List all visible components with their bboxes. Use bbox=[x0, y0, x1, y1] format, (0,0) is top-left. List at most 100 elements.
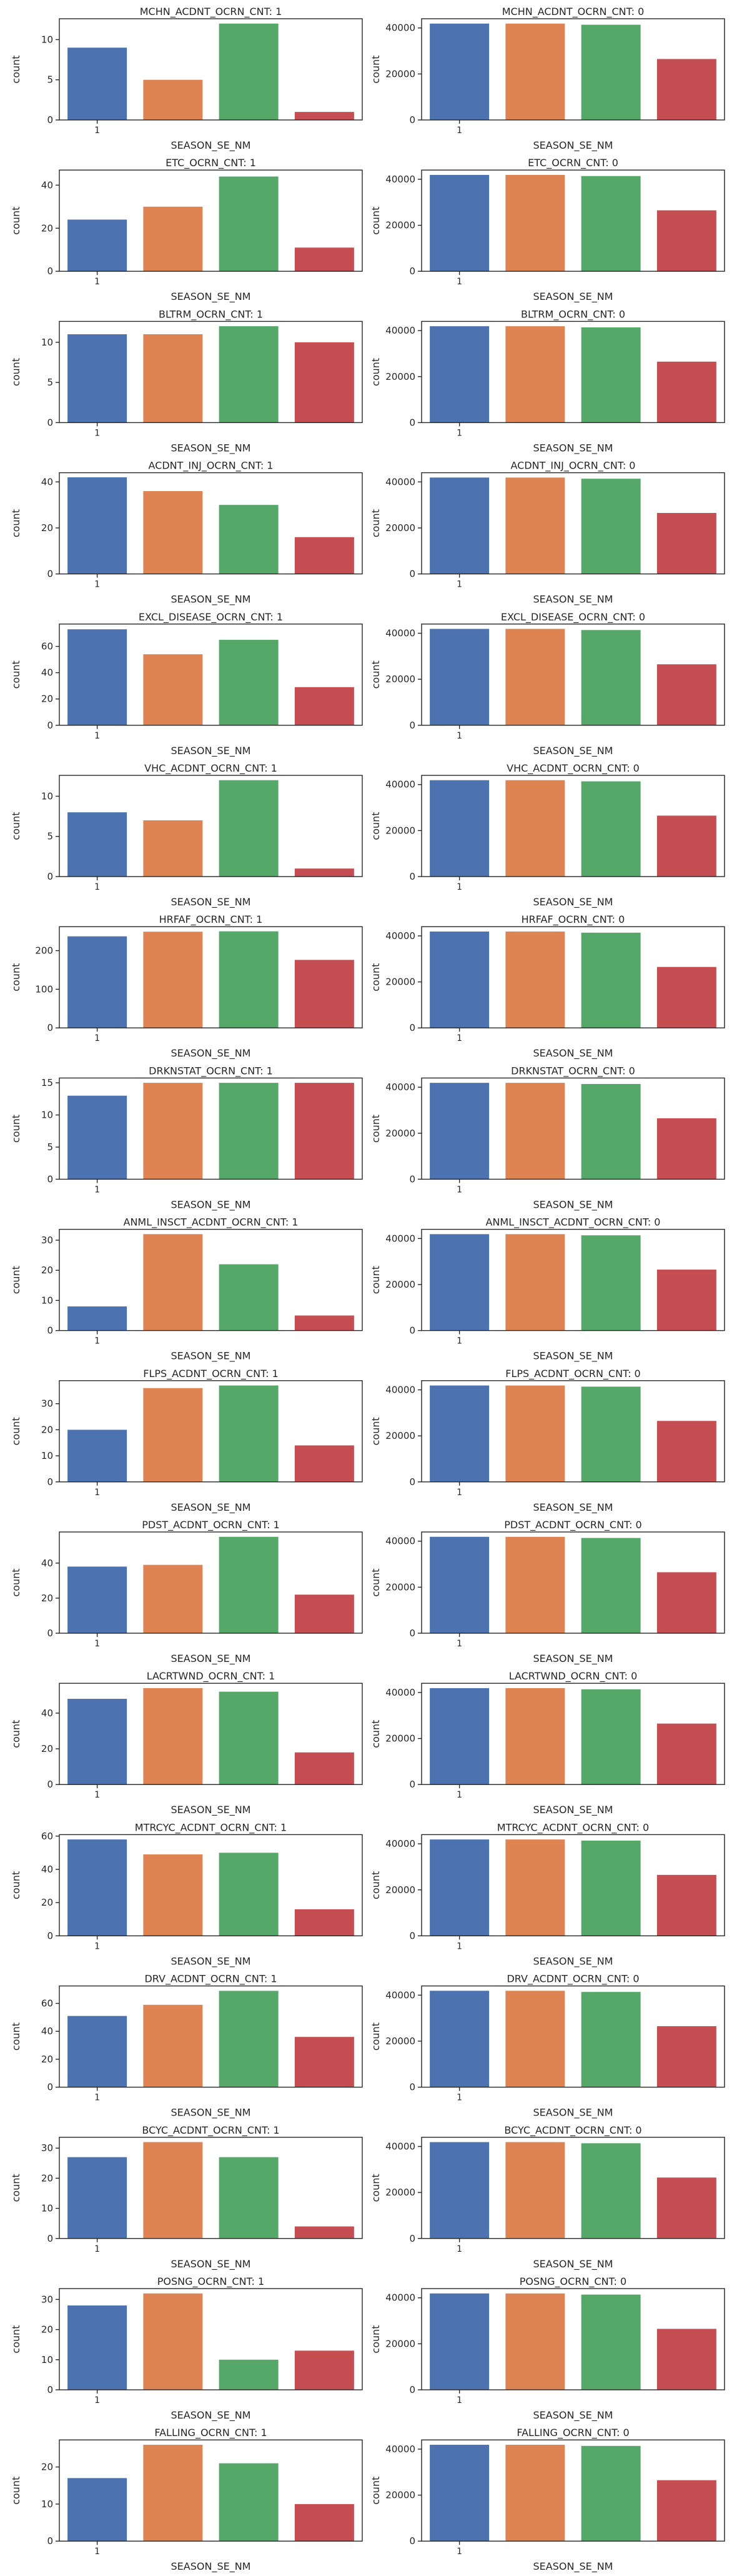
y-tick-label: 10 bbox=[41, 790, 53, 802]
subplot: LACRTWND_OCRN_CNT: 0 0 20000 40000 1 SEASON_S… bbox=[370, 1670, 725, 1816]
y-tick-label: 30 bbox=[41, 1235, 53, 1246]
bar bbox=[67, 477, 127, 574]
x-axis-label: SEASON_SE_NM bbox=[533, 442, 613, 454]
y-tick-label: 20 bbox=[41, 222, 53, 234]
bar bbox=[143, 1083, 203, 1180]
bar bbox=[505, 931, 565, 1028]
y-tick-label: 0 bbox=[409, 1628, 415, 1639]
x-axis-label: SEASON_SE_NM bbox=[533, 2409, 613, 2422]
x-tick-label: 1 bbox=[457, 1488, 462, 1498]
subplot-title: HRFAF_OCRN_CNT: 0 bbox=[522, 913, 625, 926]
subplot: MTRCYC_ACDNT_OCRN_CNT: 1 0 20 40 60 1 SEASON_S… bbox=[10, 1821, 363, 1967]
y-tick-label: 200 bbox=[35, 945, 53, 957]
bar bbox=[656, 2026, 716, 2087]
subplot: ANML_INSCT_ACDNT_OCRN_CNT: 1 0 10 20 30 1 SEAS… bbox=[10, 1216, 363, 1363]
y-tick-label: 0 bbox=[47, 871, 53, 882]
y-tick-label: 40 bbox=[41, 667, 53, 679]
bar bbox=[656, 2480, 716, 2542]
y-tick-label: 40000 bbox=[385, 779, 415, 790]
bar bbox=[581, 1538, 641, 1633]
bar bbox=[143, 2444, 203, 2542]
subplot-title: MTRCYC_ACDNT_OCRN_CNT: 1 bbox=[135, 1821, 287, 1834]
subplot-title: BLTRM_OCRN_CNT: 1 bbox=[159, 308, 263, 321]
bar bbox=[294, 1315, 354, 1331]
bar bbox=[656, 1421, 716, 1482]
y-axis-label: count bbox=[370, 1115, 382, 1143]
bar bbox=[143, 491, 203, 574]
subplot: FLPS_ACDNT_OCRN_CNT: 1 0 10 20 30 1 SEASON_SE_… bbox=[10, 1368, 363, 1514]
y-axis-label: count bbox=[370, 207, 382, 235]
y-tick-label: 15 bbox=[41, 1077, 53, 1088]
bar bbox=[581, 176, 641, 272]
y-tick-label: 40 bbox=[41, 1708, 53, 1719]
y-tick-label: 0 bbox=[409, 1476, 415, 1488]
subplot-title: DRV_ACDNT_OCRN_CNT: 1 bbox=[144, 1973, 277, 1986]
axes-frame bbox=[421, 1985, 725, 2088]
y-tick-label: 40000 bbox=[385, 1838, 415, 1849]
subplot-title: VHC_ACDNT_OCRN_CNT: 1 bbox=[144, 762, 277, 775]
x-axis-label: SEASON_SE_NM bbox=[171, 2409, 251, 2422]
bar bbox=[143, 1234, 203, 1331]
bar bbox=[143, 2142, 203, 2239]
axes-frame bbox=[59, 1683, 363, 1785]
y-axis-label: count bbox=[370, 1417, 382, 1445]
bar bbox=[219, 2157, 279, 2239]
y-axis-label: count bbox=[370, 2022, 382, 2051]
subplot-title: ETC_OCRN_CNT: 1 bbox=[166, 157, 256, 169]
y-tick-label: 30 bbox=[41, 1398, 53, 1410]
bar bbox=[656, 2329, 716, 2390]
y-tick-label: 5 bbox=[47, 377, 53, 388]
axes-frame bbox=[59, 1228, 363, 1331]
axes-frame bbox=[59, 321, 363, 424]
axes-frame bbox=[421, 926, 725, 1028]
y-axis-label: count bbox=[370, 963, 382, 992]
axes-frame bbox=[59, 1077, 363, 1180]
bar bbox=[430, 1234, 490, 1331]
bar bbox=[219, 23, 279, 120]
bar bbox=[430, 326, 490, 423]
bar bbox=[67, 1566, 127, 1633]
subplot: EXCL_DISEASE_OCRN_CNT: 0 0 20000 40000 1 SEAS… bbox=[370, 611, 725, 757]
axes-frame bbox=[421, 321, 725, 424]
bar bbox=[219, 1385, 279, 1482]
subplot: VHC_ACDNT_OCRN_CNT: 0 0 20000 40000 1 SEASON_… bbox=[370, 762, 725, 908]
subplot: ANML_INSCT_ACDNT_OCRN_CNT: 0 0 20000 40000 1… bbox=[370, 1216, 725, 1363]
bar bbox=[219, 505, 279, 574]
bar bbox=[67, 2157, 127, 2239]
y-tick-label: 0 bbox=[47, 1628, 53, 1639]
subplot: BLTRM_OCRN_CNT: 1 0 5 10 1 SEASON_SE_NM count bbox=[10, 308, 363, 454]
subplot-title: DRV_ACDNT_OCRN_CNT: 0 bbox=[507, 1973, 639, 1986]
subplot: BLTRM_OCRN_CNT: 0 0 20000 40000 1 SEASON_SE_N… bbox=[370, 308, 725, 454]
bar bbox=[67, 1699, 127, 1785]
y-tick-label: 0 bbox=[409, 1930, 415, 1941]
subplot: ETC_OCRN_CNT: 1 0 20 40 1 SEASON_SE_NM count bbox=[10, 157, 363, 303]
bar bbox=[656, 1270, 716, 1331]
subplot: POSNG_OCRN_CNT: 0 0 20000 40000 1 SEASON_SE_N… bbox=[370, 2275, 725, 2422]
y-tick-label: 40000 bbox=[385, 476, 415, 487]
y-tick-label: 40 bbox=[41, 179, 53, 191]
bar bbox=[505, 780, 565, 877]
x-tick-label: 1 bbox=[457, 731, 462, 741]
y-tick-label: 40000 bbox=[385, 1687, 415, 1698]
bar bbox=[67, 1839, 127, 1936]
y-tick-label: 20000 bbox=[385, 1733, 415, 1744]
y-tick-label: 40000 bbox=[385, 2141, 415, 2152]
subplot-title: LACRTWND_OCRN_CNT: 1 bbox=[147, 1670, 275, 1683]
y-tick-label: 20 bbox=[41, 1743, 53, 1754]
bar bbox=[67, 47, 127, 120]
bar bbox=[430, 1839, 490, 1936]
y-tick-label: 20 bbox=[41, 2324, 53, 2335]
y-axis-label: count bbox=[10, 2325, 22, 2353]
axes-frame bbox=[421, 1228, 725, 1331]
y-tick-label: 30 bbox=[41, 2294, 53, 2305]
axes-frame bbox=[59, 472, 363, 575]
y-tick-label: 0 bbox=[409, 1325, 415, 1336]
y-tick-label: 20000 bbox=[385, 2490, 415, 2501]
y-tick-label: 0 bbox=[47, 1173, 53, 1185]
bar bbox=[67, 1306, 127, 1331]
bar bbox=[656, 1723, 716, 1785]
bar bbox=[430, 2444, 490, 2542]
y-axis-label: count bbox=[10, 1720, 22, 1748]
y-tick-label: 0 bbox=[409, 2384, 415, 2395]
bar bbox=[581, 1083, 641, 1180]
